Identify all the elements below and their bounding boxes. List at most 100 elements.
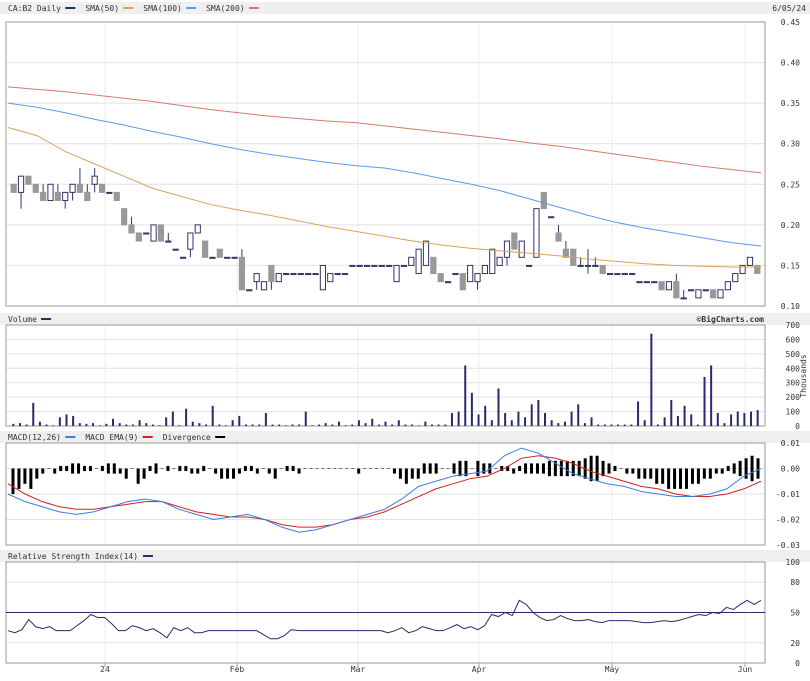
volume-bar [284,425,287,426]
divergence-bar [154,463,158,474]
divergence-bar [65,465,69,472]
volume-bar [318,424,321,426]
volume-bar [118,423,121,426]
volume-bar [72,415,75,426]
price-candle [312,273,319,276]
volume-y-tick: 200 [786,393,801,402]
volume-bar [464,365,467,426]
price-candle [754,264,761,275]
volume-bar [198,423,201,426]
divergence-bar [190,468,194,474]
price-candle [702,289,709,292]
volume-bar [457,411,460,426]
price-candle [260,281,268,291]
volume-bar [65,414,68,426]
divergence-bar [226,468,230,479]
volume-bar [224,425,227,426]
price-candle [562,248,569,258]
divergence-bar [381,468,385,469]
volume-bar [563,421,566,426]
volume-bar [696,424,699,426]
volume-bar [278,424,281,426]
price-candle [533,208,540,258]
divergence-bar [530,463,534,474]
divergence-bar [29,468,33,489]
volume-bar [165,417,168,426]
volume-bar [517,411,520,426]
divergence-bar [339,468,343,469]
price-candle [665,281,673,291]
price-candle [297,273,304,276]
price-candle [577,264,584,267]
volume-bar [191,421,194,426]
volume-bar [271,424,274,426]
volume-bar [38,421,41,426]
divergence-bar [524,463,528,474]
volume-bar [530,404,533,426]
divergence-bar [684,468,688,489]
price-candle [386,264,393,267]
divergence-bar [398,468,402,479]
divergence-bar [243,465,247,472]
volume-bar [537,400,540,426]
price-candle [231,256,238,259]
price-candle [246,289,253,292]
volume-bar [590,417,593,426]
volume-bar [397,420,400,426]
volume-bar [484,405,487,426]
volume-bar [577,404,580,426]
price-candle [555,232,562,242]
divergence-bar [589,455,593,482]
volume-bar [637,401,640,426]
divergence-bar [559,460,563,477]
price-candle [739,264,746,275]
price-candle [187,232,194,250]
divergence-bar [309,468,313,469]
price-candle [518,240,525,258]
price-candle [157,224,165,242]
price-candle [695,289,702,299]
divergence-bar [726,465,730,472]
volume-bar [557,423,560,426]
price-candle [84,191,91,202]
price-y-tick: 0.10 [781,302,800,311]
divergence-bar [345,468,349,469]
divergence-bar [59,465,63,472]
volume-bar [85,423,88,426]
volume-bar [743,413,746,426]
divergence-bar [130,468,134,469]
divergence-bar [375,468,379,469]
macd-y-tick: 0.01 [781,439,800,448]
divergence-bar [661,468,665,484]
volume-bar [683,405,686,426]
price-candle [393,264,400,283]
divergence-bar [232,468,236,479]
price-header-bar [0,2,810,14]
macd-legend-label: MACD(12,26) [8,433,61,442]
price-candle [172,248,179,251]
divergence-bar [673,468,677,489]
price-candle [179,256,187,259]
price-legend-label: CA:B2 Daily [8,4,61,13]
price-candle [673,281,680,299]
price-candle [651,281,658,284]
divergence-bar [106,463,110,474]
divergence-bar [667,468,671,489]
volume-bar [583,423,586,426]
price-candle [121,208,128,226]
volume-bar [617,424,620,426]
sma50-line [7,127,761,268]
rsi-legend-label: Relative Strength Index(14) [8,552,138,561]
divergence-bar [363,468,367,469]
price-candle [599,264,606,275]
price-candle [202,240,209,258]
macd-frame [5,442,766,546]
volume-bar [736,411,739,426]
price-candle [349,264,356,267]
volume-bar [656,424,659,426]
divergence-bar [446,468,450,469]
divergence-bar [619,468,623,469]
macd-legend-label: MACD EMA(9) [85,433,138,442]
macd-header-bar [0,431,810,443]
